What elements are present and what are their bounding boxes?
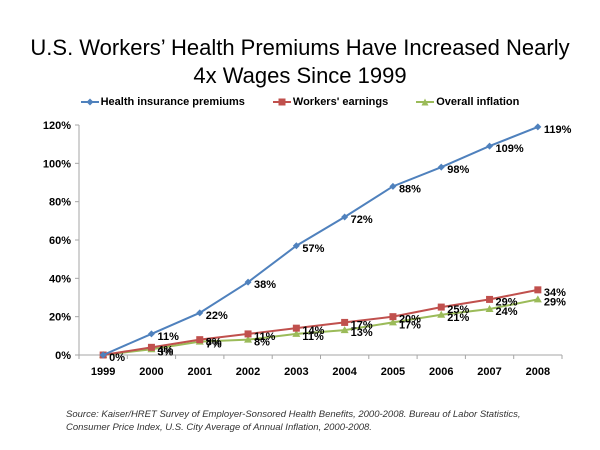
legend-label-inflation: Overall inflation xyxy=(436,96,520,108)
data-label: 8% xyxy=(254,337,270,349)
x-tick-label: 2004 xyxy=(332,366,357,378)
data-point-triangle xyxy=(340,326,349,334)
data-point-diamond xyxy=(437,163,445,171)
data-label: 4% xyxy=(157,344,173,356)
data-label: 57% xyxy=(302,243,324,255)
data-label: 8% xyxy=(206,337,222,349)
x-tick-label: 2005 xyxy=(381,366,405,378)
data-point-triangle xyxy=(388,318,397,326)
data-point-square xyxy=(437,303,445,311)
data-point-diamond xyxy=(389,182,397,190)
data-label: 72% xyxy=(351,214,373,226)
data-label: 17% xyxy=(399,319,421,331)
series-line-2 xyxy=(103,298,539,356)
data-point-square xyxy=(147,343,155,351)
data-label: 11% xyxy=(302,331,324,343)
x-tick-label: 2008 xyxy=(526,366,550,378)
data-point-diamond xyxy=(196,309,204,317)
data-point-diamond xyxy=(534,123,542,131)
data-point-diamond xyxy=(486,142,494,150)
x-tick-label: 2002 xyxy=(236,366,260,378)
data-point-square xyxy=(389,313,397,321)
data-label: 3% xyxy=(157,346,173,358)
data-point-square xyxy=(534,286,542,294)
data-label: 13% xyxy=(351,327,373,339)
data-point-triangle xyxy=(485,305,494,312)
legend-label-premiums: Health insurance premiums xyxy=(100,96,245,108)
data-label: 14% xyxy=(302,325,324,337)
data-label: 17% xyxy=(351,319,373,331)
x-tick-label: 1999 xyxy=(91,366,115,378)
legend-item-inflation: Overall inflation xyxy=(416,96,519,108)
data-label: 7% xyxy=(206,339,222,351)
y-tick-label: 60% xyxy=(49,235,71,247)
data-label: 38% xyxy=(254,279,276,291)
legend-diamond-marker-icon xyxy=(80,98,99,106)
data-point-diamond xyxy=(292,242,300,250)
data-label: 22% xyxy=(206,310,228,322)
y-tick-label: 100% xyxy=(43,158,71,170)
data-point-square xyxy=(244,330,252,338)
y-tick-label: 0% xyxy=(55,350,71,362)
data-point-square xyxy=(292,324,300,332)
data-point-diamond xyxy=(99,351,107,359)
data-point-square xyxy=(341,318,349,326)
x-tick-label: 2007 xyxy=(477,366,501,378)
y-tick-label: 20% xyxy=(49,312,71,324)
x-tick-label: 2003 xyxy=(284,366,308,378)
legend-triangle-marker-icon xyxy=(416,98,435,106)
data-point-triangle xyxy=(292,329,301,337)
data-point-triangle xyxy=(437,310,446,318)
x-tick-label: 2001 xyxy=(188,366,212,378)
data-point-square xyxy=(196,336,204,344)
data-label: 98% xyxy=(447,164,469,176)
data-label: 20% xyxy=(399,314,421,326)
data-point-diamond xyxy=(341,213,349,221)
data-point-triangle xyxy=(244,335,253,343)
data-label: 24% xyxy=(496,306,518,318)
data-label: 109% xyxy=(496,143,524,155)
data-label: 34% xyxy=(544,287,566,299)
data-label: 88% xyxy=(399,183,421,195)
data-label: 11% xyxy=(254,331,276,343)
data-label: 11% xyxy=(157,331,179,343)
data-label: 119% xyxy=(544,124,572,136)
data-label: 29% xyxy=(496,296,518,308)
data-point-diamond xyxy=(147,330,155,338)
data-label: 0% xyxy=(109,352,125,364)
source-note: Source: Kaiser/HRET Survey of Employer-S… xyxy=(66,409,521,433)
data-point-square xyxy=(486,295,494,303)
chart-legend: Health insurance premiums Workers' earni… xyxy=(0,96,600,108)
y-tick-label: 120% xyxy=(43,120,71,132)
legend-item-earnings: Workers' earnings xyxy=(272,96,389,108)
series-line-1 xyxy=(102,288,539,356)
chart-title-line-2: 4x Wages Since 1999 xyxy=(193,63,407,88)
data-point-triangle xyxy=(533,295,542,303)
series-line-0 xyxy=(102,125,539,356)
legend-item-premiums: Health insurance premiums xyxy=(80,96,245,108)
data-point-diamond xyxy=(244,278,252,286)
legend-square-marker-icon xyxy=(272,98,291,106)
data-label: 25% xyxy=(447,304,469,316)
data-label: 29% xyxy=(544,296,566,308)
chart-title: U.S. Workers’ Health Premiums Have Incre… xyxy=(0,34,600,90)
chart-title-line-1: U.S. Workers’ Health Premiums Have Incre… xyxy=(30,35,570,60)
x-tick-label: 2000 xyxy=(139,366,163,378)
y-tick-label: 80% xyxy=(49,197,71,209)
x-tick-label: 2006 xyxy=(429,366,453,378)
data-label: 21% xyxy=(447,312,469,324)
y-tick-label: 40% xyxy=(49,273,71,285)
legend-label-earnings: Workers' earnings xyxy=(292,96,389,108)
